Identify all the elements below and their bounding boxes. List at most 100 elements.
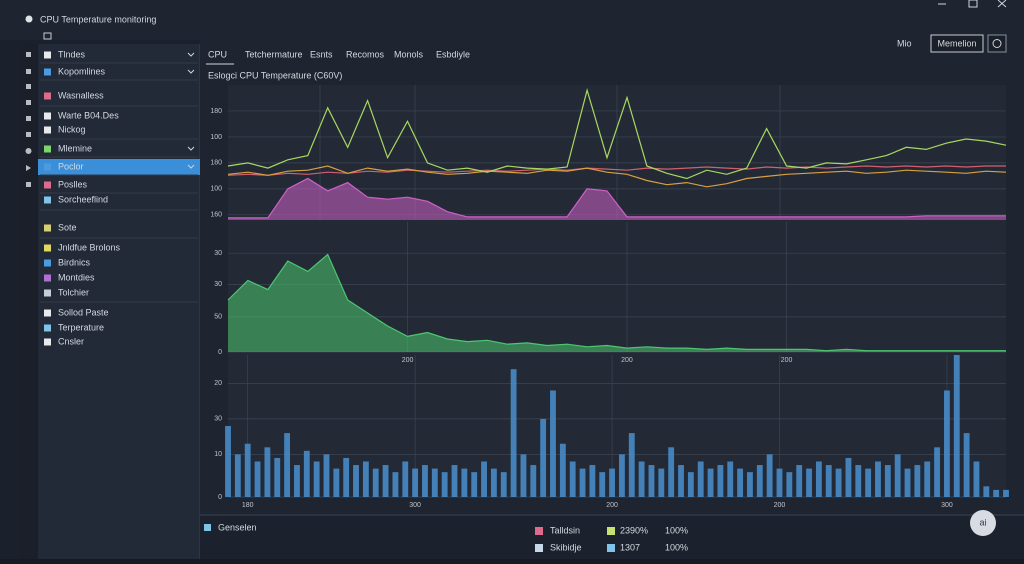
item-swatch	[44, 196, 51, 204]
bar	[540, 418, 547, 497]
bar	[756, 465, 763, 497]
x-tick-label: 300	[409, 502, 421, 509]
bar	[382, 465, 389, 497]
sidebar-item[interactable]: Sorcheeflind	[58, 194, 108, 204]
toolbar-button[interactable]	[930, 34, 984, 53]
bar	[599, 472, 606, 497]
bar	[904, 468, 911, 497]
sidebar-item[interactable]: Wasnalless	[58, 90, 104, 100]
legend-swatch	[535, 527, 543, 535]
bar	[431, 468, 438, 497]
bar	[825, 465, 832, 497]
sidebar-item[interactable]: Kopomlines	[58, 66, 106, 76]
bar	[550, 390, 556, 497]
tab[interactable]: Tetchermature	[245, 49, 303, 59]
bar	[658, 468, 665, 497]
bar	[264, 447, 271, 497]
icon-rail	[20, 44, 38, 559]
y-tick-label: 30	[214, 250, 222, 257]
bar	[953, 355, 960, 497]
legend-swatch	[607, 544, 615, 552]
bar	[796, 465, 803, 497]
sidebar-item[interactable]: Jnldfue Brolons	[58, 242, 121, 252]
item-swatch	[44, 163, 51, 171]
bar	[628, 433, 635, 497]
bar	[983, 486, 990, 497]
chevron	[187, 146, 195, 151]
bar	[353, 465, 359, 497]
bar	[343, 457, 350, 497]
chevron	[187, 69, 195, 74]
bar	[737, 468, 744, 497]
tab[interactable]: Esnts	[310, 49, 333, 59]
bar	[225, 426, 231, 497]
bar	[884, 465, 891, 497]
item-swatch	[44, 51, 51, 59]
y-tick-label: 160	[210, 212, 222, 219]
y-tick-label: 180	[210, 160, 222, 167]
tab-bar: CPU Tetchermature Esnts Recomos Monols Esbdiy…	[206, 49, 470, 65]
x-tick-label: 200	[402, 357, 414, 364]
footer-legend: Talldsin 2390% 100% Skibidje 1307 100%	[535, 525, 688, 552]
sidebar-item[interactable]: Nickog	[58, 124, 86, 134]
y-tick-label: 100	[210, 134, 222, 141]
refresh-button[interactable]	[987, 34, 1007, 53]
legend-swatch	[607, 527, 615, 535]
bar	[973, 461, 980, 497]
bar	[835, 468, 842, 497]
bar	[392, 472, 399, 497]
toolbar-label: Mio	[897, 38, 912, 48]
sidebar-item[interactable]: Sote	[58, 222, 77, 232]
item-swatch	[44, 224, 51, 232]
sidebar-list: Tlndes Kopomlines Wasnalless Warte B04.Des N…	[38, 49, 200, 346]
bar	[579, 468, 586, 497]
bar	[284, 433, 291, 497]
sidebar-item[interactable]: Terperature	[58, 322, 104, 332]
y-tick-label: 180	[210, 108, 222, 115]
bar	[461, 468, 468, 497]
sidebar-item[interactable]: Tlndes	[58, 49, 86, 59]
sidebar-item[interactable]: Poclor	[58, 161, 84, 171]
series-line	[227, 165, 1006, 176]
sidebar-item[interactable]: Warte B04.Des	[58, 110, 119, 120]
bar	[323, 454, 330, 497]
title-bar	[0, 0, 1024, 40]
bar	[934, 447, 940, 497]
sidebar-item[interactable]: Tolchier	[58, 287, 89, 297]
sidebar-item[interactable]: Sollod Paste	[58, 307, 109, 317]
bar	[697, 461, 704, 497]
legend-swatch	[535, 544, 543, 552]
bar	[234, 454, 241, 497]
tab[interactable]: CPU	[208, 49, 227, 59]
bar	[441, 472, 448, 497]
tab[interactable]: Monols	[394, 49, 424, 59]
bar	[294, 465, 300, 497]
bar	[668, 447, 675, 497]
x-tick-label: 180	[242, 502, 254, 509]
y-tick-label: 20	[214, 380, 222, 387]
tab[interactable]: Esbdiyle	[436, 49, 470, 59]
legend-value: 2390%	[620, 525, 648, 535]
close[interactable]	[997, 0, 1007, 8]
sidebar-item[interactable]: Mlemine	[58, 143, 92, 153]
refresh-icon	[992, 39, 1002, 48]
sidebar-item[interactable]: Montdies	[58, 272, 95, 282]
tab[interactable]: Recomos	[346, 49, 385, 59]
bar	[422, 465, 428, 497]
bar	[451, 465, 458, 497]
bar	[806, 468, 812, 497]
sidebar-item[interactable]: Birdnics	[58, 257, 91, 267]
bar	[865, 468, 872, 497]
sidebar-item[interactable]: Poslles	[58, 179, 88, 189]
bar	[687, 472, 694, 497]
maximize[interactable]	[968, 0, 978, 8]
legend-name: Talldsin	[550, 525, 580, 535]
x-tick-label: 200	[606, 502, 618, 509]
bar	[638, 461, 645, 497]
bar	[510, 369, 517, 497]
sidebar-item[interactable]: Cnsler	[58, 336, 84, 346]
bar	[766, 454, 773, 497]
menu-icon[interactable]	[43, 32, 52, 40]
x-tick-label: 300	[941, 502, 953, 509]
y-tick-label: 0	[218, 349, 222, 356]
